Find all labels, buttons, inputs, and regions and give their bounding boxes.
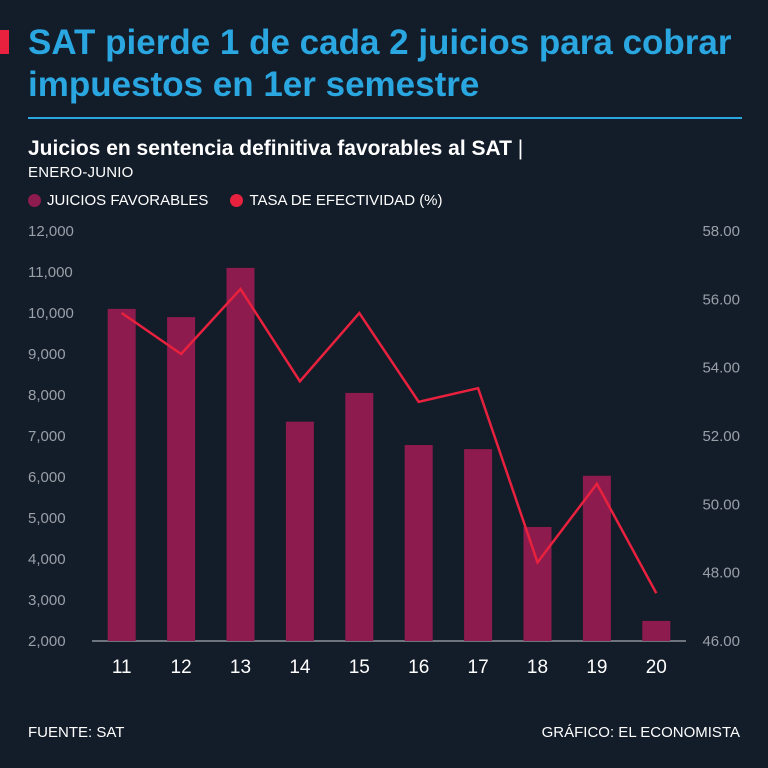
- bar-juicios-favorables: [523, 527, 552, 641]
- headline-divider: [28, 117, 742, 119]
- y-left-tick-label: 12,000: [28, 223, 74, 240]
- y-right-tick-label: 52.00: [702, 428, 740, 445]
- y-left-tick-label: 11,000: [28, 264, 73, 281]
- bar-juicios-favorables: [167, 317, 196, 641]
- bar-juicios-favorables: [226, 267, 255, 641]
- footer-source: FUENTE: SAT: [28, 724, 125, 741]
- y-left-tick-label: 8,000: [28, 387, 66, 404]
- x-tick-label: 11: [112, 657, 132, 678]
- chart-title-text: Juicios en sentencia definitiva favorabl…: [28, 137, 512, 160]
- y-left-tick-label: 7,000: [28, 428, 66, 445]
- x-tick-label: 20: [646, 657, 667, 678]
- chart-title-separator: |: [517, 137, 524, 160]
- y-right-tick-label: 56.00: [702, 291, 740, 308]
- y-left-tick-label: 10,000: [28, 305, 74, 322]
- x-tick-label: 15: [349, 657, 370, 678]
- y-left-tick-label: 3,000: [28, 592, 66, 609]
- y-left-tick-label: 9,000: [28, 346, 66, 363]
- legend-item-bars: JUICIOS FAVORABLES: [28, 192, 208, 209]
- x-tick-label: 13: [230, 657, 251, 678]
- y-left-tick-label: 2,000: [28, 633, 66, 650]
- legend-line-label: TASA DE EFECTIVIDAD (%): [249, 192, 443, 209]
- legend-item-line: TASA DE EFECTIVIDAD (%): [230, 192, 443, 209]
- y-right-tick-label: 54.00: [702, 360, 740, 377]
- x-tick-label: 19: [586, 657, 607, 678]
- x-tick-label: 18: [527, 657, 548, 678]
- y-right-tick-label: 48.00: [702, 565, 740, 582]
- y-right-tick-label: 46.00: [702, 633, 740, 650]
- y-right-tick-label: 58.00: [702, 223, 740, 240]
- y-left-tick-label: 4,000: [28, 551, 66, 568]
- chart-legend: JUICIOS FAVORABLES TASA DE EFECTIVIDAD (…: [28, 192, 465, 209]
- x-tick-label: 12: [171, 657, 192, 678]
- legend-bars-label: JUICIOS FAVORABLES: [47, 192, 209, 209]
- bar-juicios-favorables: [464, 449, 493, 641]
- x-tick-label: 17: [468, 657, 489, 678]
- x-tick-label: 14: [289, 657, 311, 678]
- bar-juicios-favorables: [404, 445, 433, 641]
- line-tasa-efectividad: [120, 287, 658, 594]
- bar-juicios-favorables: [345, 392, 374, 641]
- bar-juicios-favorables: [285, 421, 314, 641]
- footer-credit: GRÁFICO: EL ECONOMISTA: [541, 724, 740, 741]
- legend-line-swatch-icon: [230, 194, 244, 207]
- bar-juicios-favorables: [642, 620, 671, 641]
- accent-bar: [0, 30, 9, 54]
- bar-juicios-favorables: [107, 308, 136, 641]
- headline: SAT pierde 1 de cada 2 juicios para cobr…: [28, 23, 732, 104]
- chart-subtitle: ENERO-JUNIO: [28, 164, 134, 181]
- legend-bars-swatch-icon: [28, 194, 41, 207]
- y-left-tick-label: 5,000: [28, 510, 66, 527]
- y-left-tick-label: 6,000: [28, 469, 66, 486]
- chart-title: Juicios en sentencia definitiva favorabl…: [28, 137, 523, 161]
- x-tick-label: 16: [408, 657, 429, 678]
- y-right-tick-label: 50.00: [702, 496, 740, 513]
